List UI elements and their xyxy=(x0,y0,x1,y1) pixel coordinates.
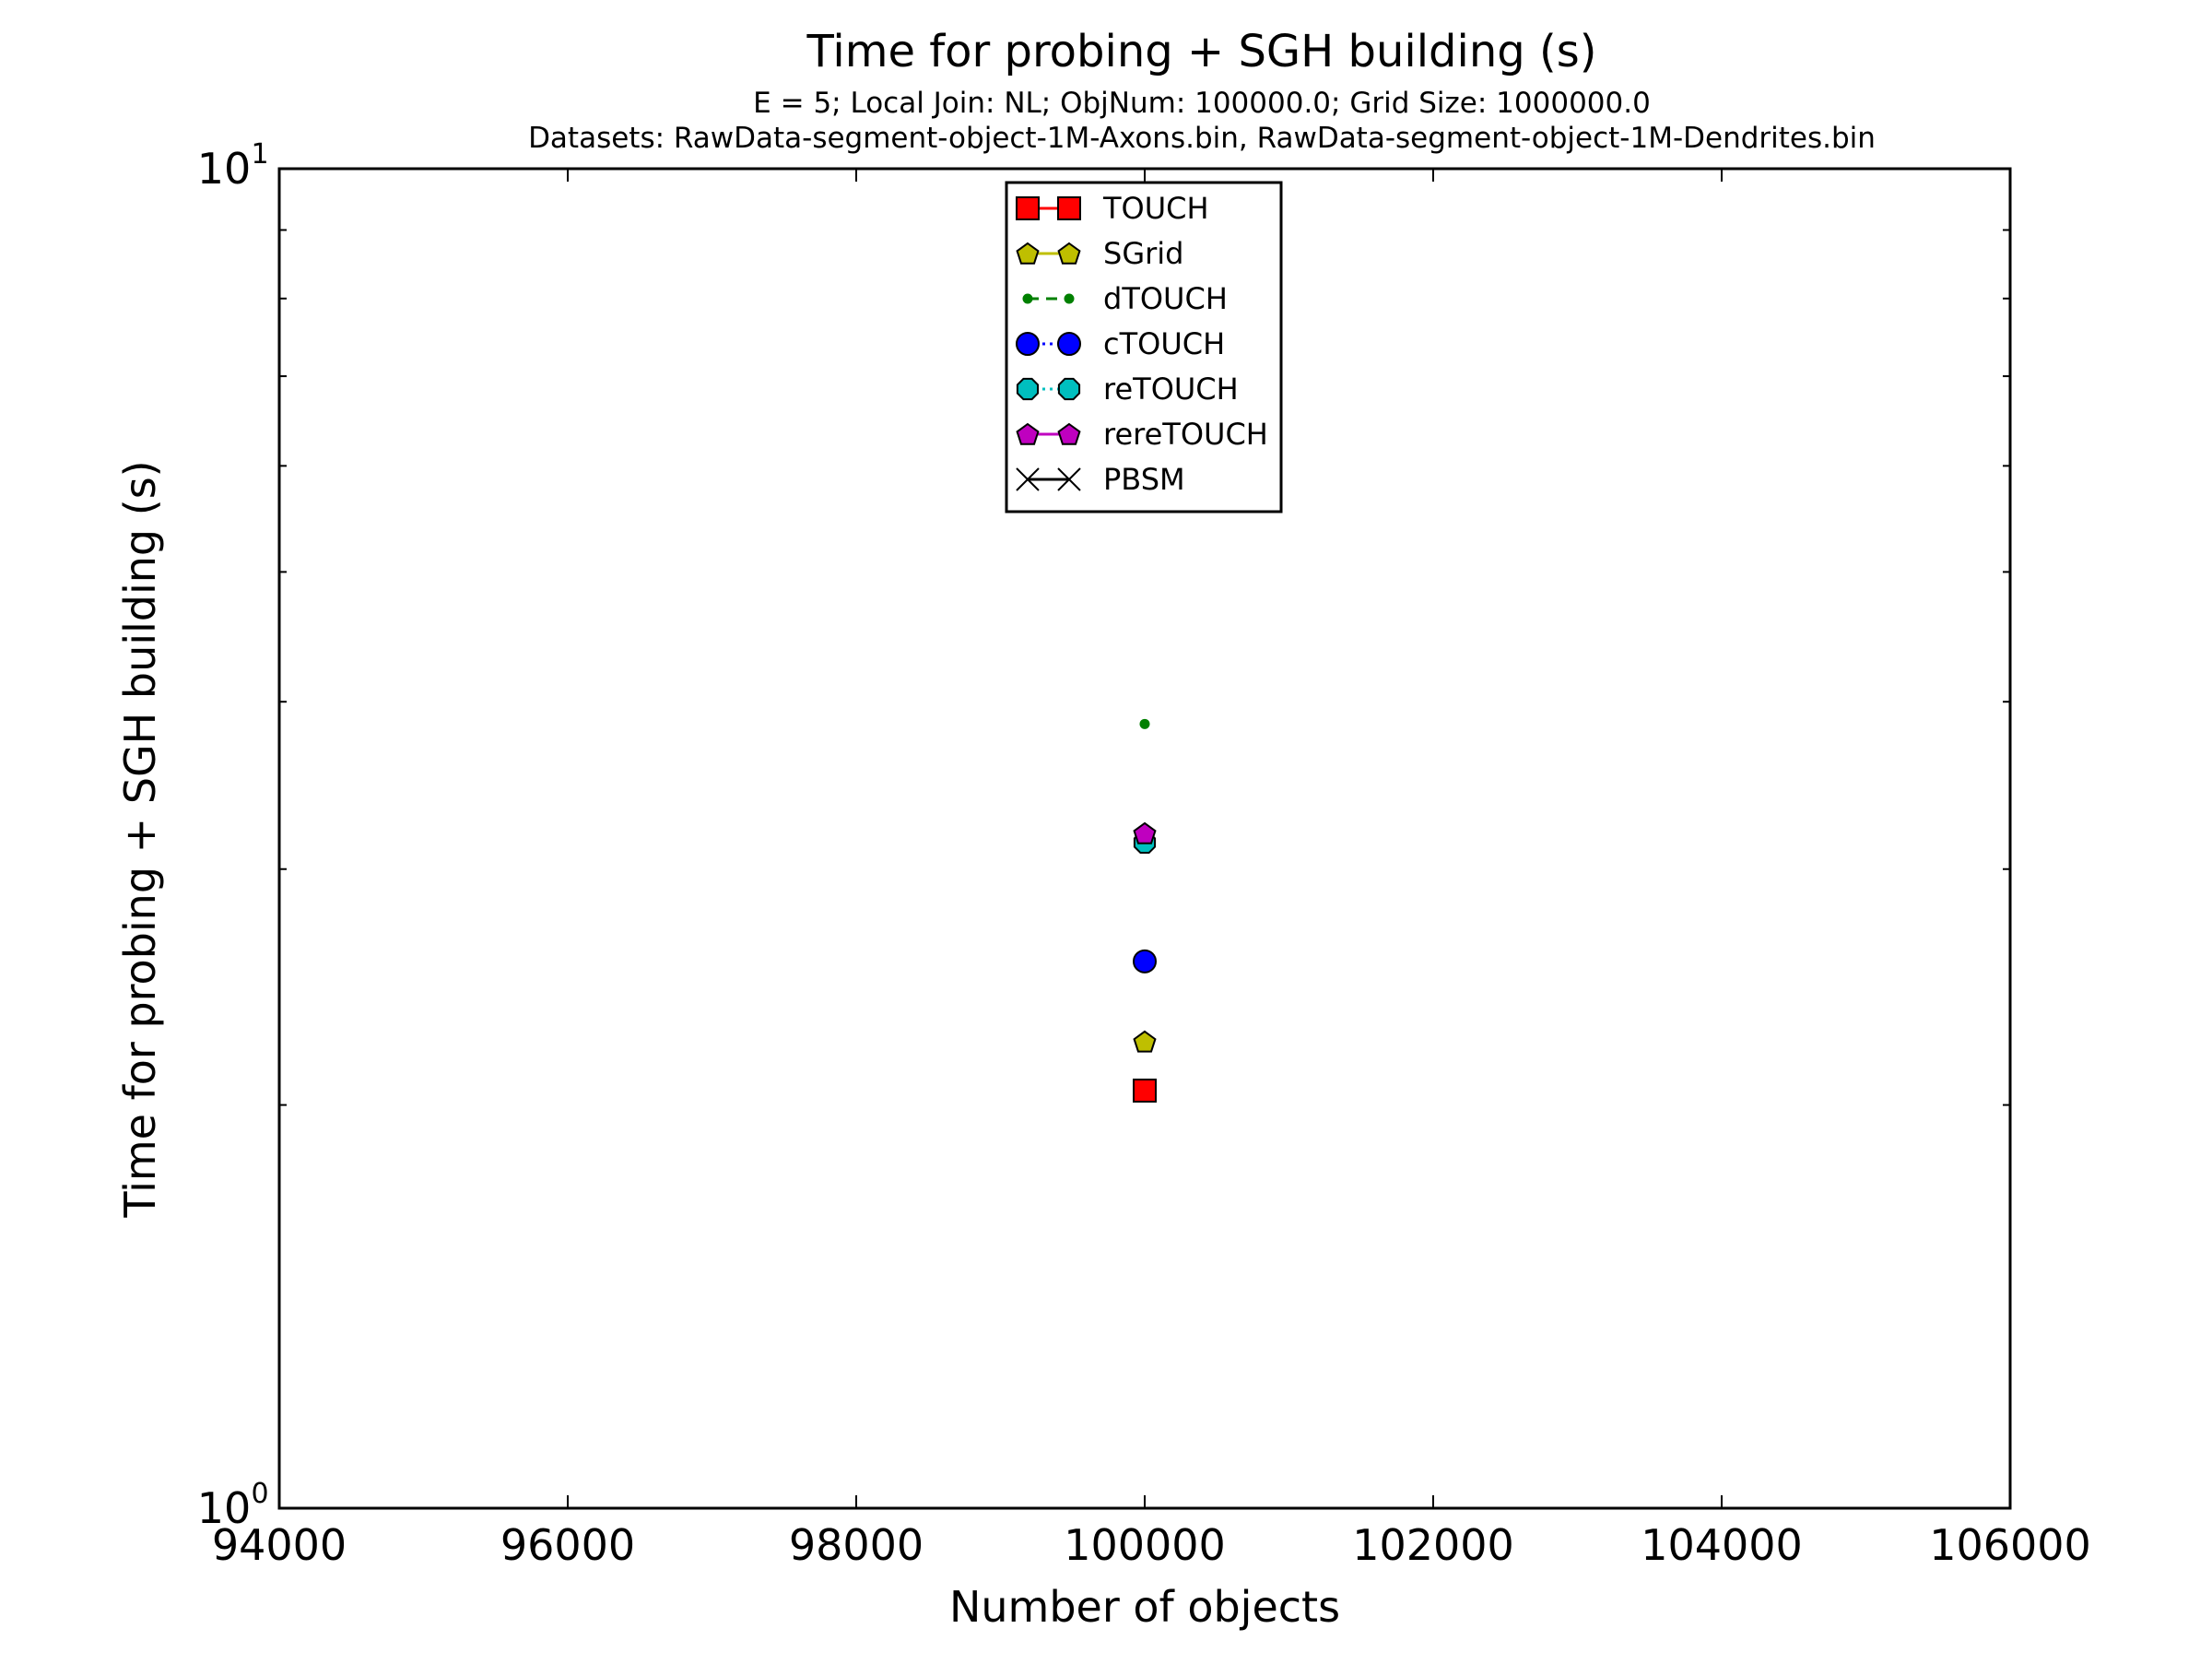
data-point-ctouch-0 xyxy=(1133,949,1157,974)
plot-frame xyxy=(277,167,2012,1510)
legend-label-reretouch: rereTOUCH xyxy=(1103,417,1268,452)
data-point-touch-0 xyxy=(1133,1079,1157,1103)
chart-title: Time for probing + SGH building (s) xyxy=(806,26,1597,77)
legend-label-dtouch: dTOUCH xyxy=(1103,281,1228,316)
legend-label-pbsm: PBSM xyxy=(1103,462,1185,497)
legend-marker-touch-a xyxy=(1016,196,1040,220)
legend-marker-retouch-b xyxy=(1057,377,1081,401)
data-point-sgrid-0 xyxy=(1133,1030,1157,1053)
y-tick-label-exp-0: 0 xyxy=(251,1478,268,1510)
legend: TOUCH SGrid dTOUCH cTOUCH reTOUCH rereTOUCH PB… xyxy=(1005,181,1283,513)
legend-marker-sgrid-a xyxy=(1016,242,1040,265)
legend-marker-reretouch-b xyxy=(1057,422,1081,445)
x-tick-label-2: 98000 xyxy=(789,1520,924,1570)
legend-box xyxy=(1005,181,1283,513)
legend-label-retouch: reTOUCH xyxy=(1103,372,1239,407)
y-tick-label-exp-1: 1 xyxy=(251,138,268,171)
plot-area: 94000 96000 98000 100000 102000 104000 106000 1… xyxy=(197,138,2091,1570)
legend-marker-dtouch-a xyxy=(1022,293,1033,304)
x-tick-label-6: 106000 xyxy=(1929,1520,2091,1570)
x-tick-label-3: 100000 xyxy=(1064,1520,1226,1570)
y-tick-label-1: 10 xyxy=(197,144,252,194)
legend-marker-touch-b xyxy=(1057,196,1081,220)
x-tick-label-0: 94000 xyxy=(212,1520,347,1570)
legend-marker-pbsm-b xyxy=(1057,467,1081,491)
data-point-reretouch-0 xyxy=(1133,821,1157,844)
legend-marker-retouch-a xyxy=(1016,377,1040,401)
data-point-dtouch-0 xyxy=(1139,718,1150,729)
legend-label-ctouch: cTOUCH xyxy=(1103,326,1225,361)
legend-marker-reretouch-a xyxy=(1016,422,1040,445)
x-tick-label-4: 102000 xyxy=(1352,1520,1514,1570)
y-axis-label: Time for probing + SGH building (s) xyxy=(115,460,165,1218)
legend-marker-ctouch-a xyxy=(1016,332,1040,356)
legend-marker-dtouch-b xyxy=(1064,293,1075,304)
y-tick-label-0: 10 xyxy=(197,1483,252,1533)
legend-marker-ctouch-b xyxy=(1057,332,1081,356)
chart-subtitle-line-1: E = 5; Local Join: NL; ObjNum: 100000.0;… xyxy=(753,87,1651,120)
x-axis-label: Number of objects xyxy=(949,1582,1340,1632)
legend-marker-sgrid-b xyxy=(1057,242,1081,265)
legend-marker-pbsm-a xyxy=(1016,467,1040,491)
legend-label-sgrid: SGrid xyxy=(1103,236,1183,271)
x-tick-label-1: 96000 xyxy=(500,1520,635,1570)
legend-label-touch: TOUCH xyxy=(1102,191,1209,226)
chart-subtitle-line-2: Datasets: RawData-segment-object-1M-Axon… xyxy=(528,122,1876,155)
x-tick-label-5: 104000 xyxy=(1641,1520,1803,1570)
